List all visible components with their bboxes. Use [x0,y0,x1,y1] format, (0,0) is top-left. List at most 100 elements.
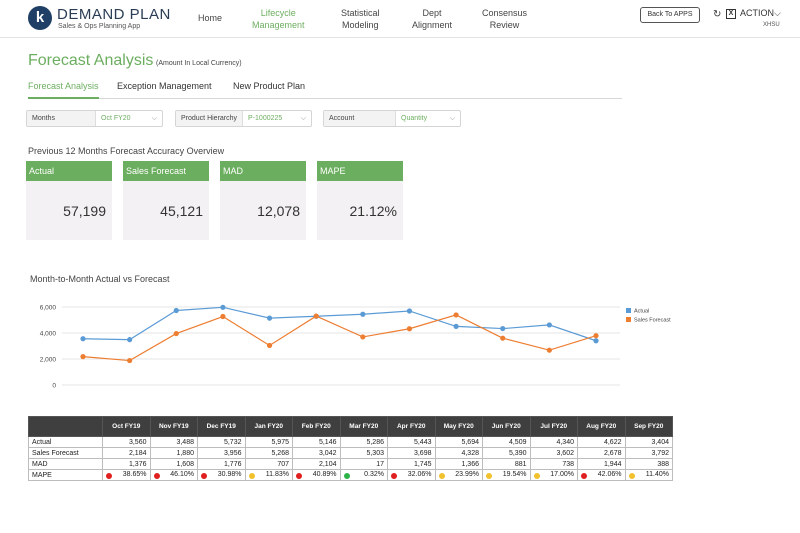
product-hierarchy-filter[interactable]: Product Hierarchy P-1000225 ⌵ [175,110,312,127]
status-dot-icon [628,473,635,479]
table-cell: 5,390 [482,447,531,459]
table-cell: 38.65% [102,469,151,481]
months-filter[interactable]: Months Oct FY20 ⌵ [26,110,163,127]
tab-exception-management[interactable]: Exception Management [117,81,212,91]
table-cell-value: 5,694 [461,438,479,446]
tab-forecast-analysis[interactable]: Forecast Analysis [28,81,99,99]
table-cell-value: 1,745 [413,460,432,468]
table-cell-value: 3,792 [651,449,669,457]
kpi-card-actual: Actual 57,199 [26,161,112,240]
chevron-down-icon: ⌵ [151,115,157,122]
user-code: XHSU [763,22,780,28]
tab-bar: Forecast Analysis Exception Management N… [28,81,622,99]
table-cell: 0.32% [339,469,388,481]
nav-dept-alignment[interactable]: Dept Alignment [412,8,453,30]
kpi-label: Actual [26,161,112,181]
months-filter-value: Oct FY20 [101,115,131,122]
data-point [220,313,226,320]
refresh-icon[interactable]: ↻ [713,9,722,20]
nav-home[interactable]: Home [198,13,223,23]
account-filter[interactable]: Account Quantity ⌵ [323,110,461,127]
table-cell-value: 3,956 [223,449,242,457]
kpi-value: 12,078 [257,203,300,219]
brand-subtitle: Sales & Ops Planning App [58,23,141,30]
status-dot-icon [201,473,207,479]
page-title-note: (Amount In Local Currency) [156,60,242,67]
data-point [80,354,86,360]
nav-statistical-modeling[interactable]: Statistical Modeling [341,8,380,30]
data-point [173,330,179,337]
table-cell-value: 1,376 [128,460,147,468]
data-point [173,307,179,314]
table-cell: 42.06% [577,469,626,481]
table-cell: 1,745 [387,458,436,470]
tab-new-product-plan[interactable]: New Product Plan [233,81,306,91]
nav-consensus-review[interactable]: Consensus Review [482,8,528,30]
table-cell-value: 19.54% [502,471,527,478]
months-filter-label: Months [27,111,96,126]
back-to-apps-button[interactable]: Back To APPS [640,7,700,23]
table-cell: 4,328 [434,447,483,459]
table-row: Sales Forecast 2,184 1,880 3,956 5,268 3,042 5… [28,447,673,459]
table-cell-value: 30.98% [217,471,242,478]
table-cell-value: 1,608 [176,460,194,468]
table-cell: 17 [339,458,388,470]
table-column-header: Jun FY20 [482,416,531,437]
table-cell-value: 3,404 [651,438,669,446]
table-cell-value: 738 [562,460,574,468]
table-cell-value: 38.65% [122,471,147,478]
table-cell: 11.40% [624,469,673,481]
table-cell: 11.83% [244,469,293,481]
legend-label: Sales Forecast [634,318,671,324]
table-cell: 707 [244,458,293,470]
table-cell: 1,776 [197,458,246,470]
table-cell-value: 707 [277,460,289,468]
table-corner-header [28,416,103,437]
status-dot-icon [153,473,160,479]
table-cell-value: 0.32% [364,471,384,478]
table-cell: 40.89% [292,469,341,481]
table-cell: 4,622 [577,436,626,448]
forecast-line-chart: 6,000 4,000 2,000 0 Actual Sales Forecast [40,304,671,390]
table-cell-value: 46.10% [170,471,194,478]
table-cell: 1,376 [102,458,151,470]
table-cell: 3,488 [149,436,198,448]
account-filter-label: Account [324,111,396,126]
product-hierarchy-filter-value: P-1000225 [248,115,283,122]
table-cell-value: 17.00% [550,471,574,478]
status-dot-icon [533,473,540,479]
table-cell: 5,286 [339,436,388,448]
data-point [220,304,226,310]
data-point [593,338,599,344]
table-cell: 3,404 [624,436,673,448]
table-cell-value: 5,975 [271,438,289,446]
data-point [266,342,273,349]
table-cell-value: 5,268 [271,449,289,457]
legend-label: Actual [634,309,649,315]
table-cell: 3,792 [624,447,673,459]
action-menu[interactable]: ACTION⌵ [740,8,781,19]
account-filter-value: Quantity [401,115,428,122]
table-cell-value: 3,042 [318,449,337,457]
excel-export-icon[interactable]: X [726,9,736,19]
status-dot-icon [581,473,587,479]
status-dot-icon [248,473,255,479]
table-row: MAD 1,376 1,608 1,776 707 2,104 17 1,745 1,366 88… [28,458,673,470]
table-cell: 881 [482,458,531,470]
kpi-value: 21.12% [349,203,397,219]
nav-lifecycle-management[interactable]: Lifecycle Management [252,8,305,30]
table-cell: 388 [624,458,673,470]
chevron-down-icon: ⌵ [449,115,455,122]
data-point [127,337,133,343]
table-cell: 2,678 [577,447,626,459]
chevron-down-icon: ⌵ [300,115,306,122]
table-cell: 4,340 [529,436,578,448]
table-column-header: Apr FY20 [387,416,436,437]
table-cell: 3,602 [529,447,578,459]
table-cell: 1,880 [149,447,198,459]
status-dot-icon [486,473,492,479]
forecast-data-table: Oct FY19 Nov FY19 Dec FY19 Jan FY20 Feb FY20… [28,416,673,481]
data-point [360,334,366,340]
table-cell-value: 11.40% [645,471,669,478]
status-dot-icon [106,473,112,479]
